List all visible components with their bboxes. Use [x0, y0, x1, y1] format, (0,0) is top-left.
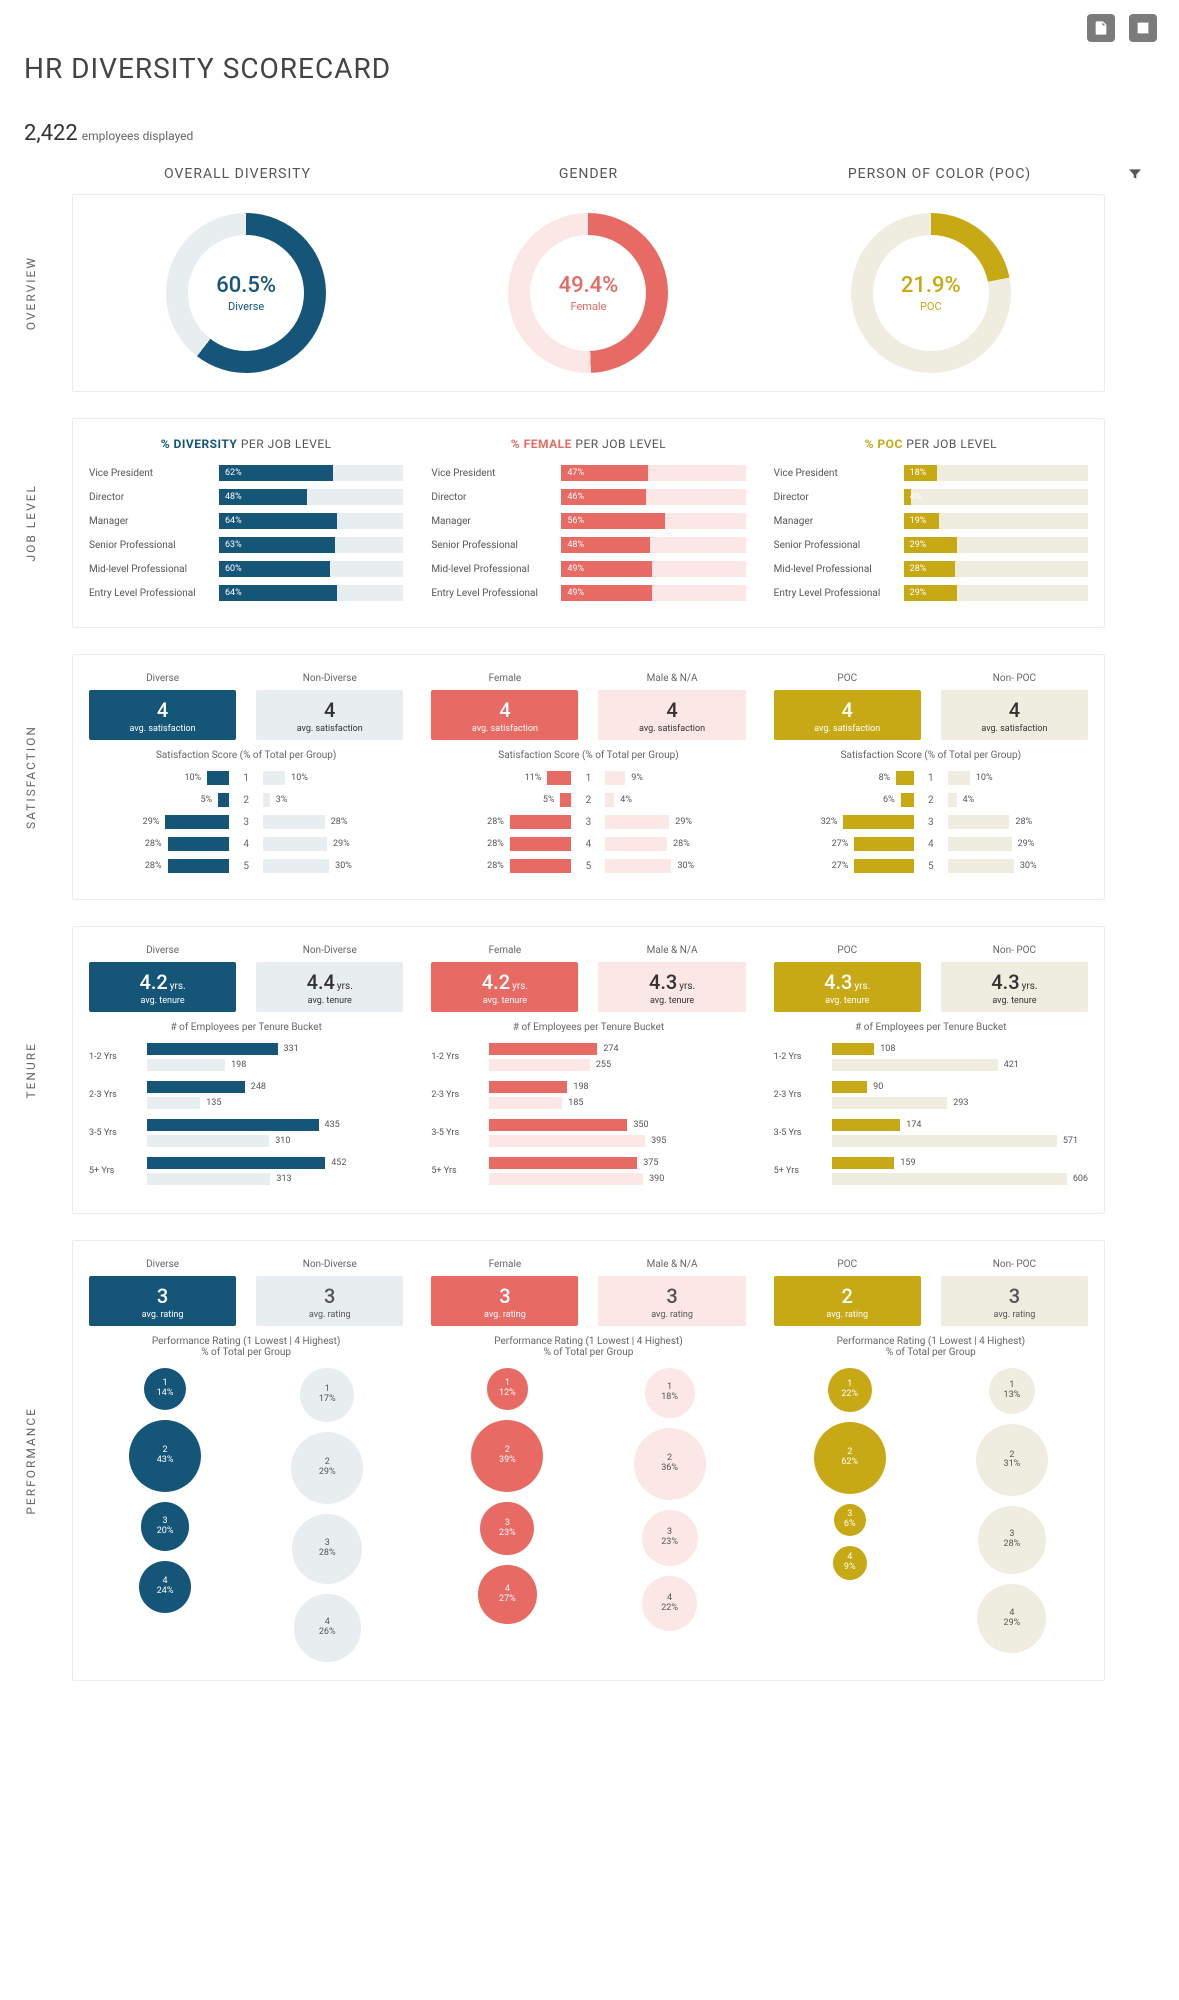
job-level-label: Vice President — [774, 468, 894, 479]
perf-bubble: 49% — [833, 1546, 867, 1580]
perf-bubble: 229% — [291, 1432, 363, 1504]
job-level-label: Mid-level Professional — [774, 564, 894, 575]
perf-bubble: 320% — [141, 1502, 189, 1550]
perf-bubble: 231% — [976, 1424, 1048, 1496]
perf-bubble: 114% — [144, 1368, 186, 1410]
job-level-bar: 47% — [561, 465, 745, 481]
section-label-joblevel: JOB LEVEL — [24, 484, 52, 562]
job-level-label: Mid-level Professional — [89, 564, 209, 575]
perf-bubble: 118% — [645, 1368, 695, 1418]
perf-bubble: 427% — [478, 1565, 536, 1623]
perf-bubble: 422% — [642, 1576, 697, 1631]
perf-bubble: 239% — [471, 1420, 543, 1492]
job-level-label: Vice President — [89, 468, 209, 479]
job-level-label: Manager — [431, 516, 551, 527]
job-level-bar: 29% — [904, 537, 1088, 553]
perf-bubble: 323% — [480, 1502, 534, 1556]
job-level-label: Director — [89, 492, 209, 503]
job-level-bar: 19% — [904, 513, 1088, 529]
section-label-overview: OVERVIEW — [24, 256, 52, 330]
job-level-bar: 48% — [219, 489, 403, 505]
donut-diverse: 60.5%Diverse — [166, 213, 326, 373]
job-level-label: Entry Level Professional — [89, 588, 209, 599]
perf-bubble: 262% — [814, 1422, 886, 1494]
perf-bubble: 36% — [834, 1504, 866, 1536]
perf-bubble: 328% — [978, 1506, 1046, 1574]
perf-bubble: 426% — [294, 1594, 361, 1661]
perf-bubble: 424% — [139, 1561, 192, 1614]
col-header-gender: GENDER — [423, 166, 754, 182]
perf-bubble: 429% — [977, 1584, 1046, 1653]
job-level-label: Manager — [774, 516, 894, 527]
job-level-label: Senior Professional — [431, 540, 551, 551]
perf-bubble: 113% — [989, 1368, 1035, 1414]
job-level-label: Manager — [89, 516, 209, 527]
job-level-bar: 49% — [561, 585, 745, 601]
export-image-icon[interactable] — [1129, 14, 1157, 42]
section-label-satisfaction: SATISFACTION — [24, 725, 52, 829]
perf-bubble: 117% — [300, 1368, 354, 1422]
perf-bubble: 112% — [487, 1368, 529, 1410]
perf-bubble: 236% — [634, 1428, 706, 1500]
section-label-performance: PERFORMANCE — [24, 1407, 52, 1515]
job-level-label: Director — [774, 492, 894, 503]
job-level-label: Entry Level Professional — [431, 588, 551, 599]
export-pdf-icon[interactable] — [1087, 14, 1115, 42]
job-level-bar: 18% — [904, 465, 1088, 481]
perf-bubble: 122% — [828, 1368, 872, 1412]
section-label-tenure: TENURE — [24, 1042, 52, 1099]
perf-bubble: 243% — [129, 1420, 201, 1492]
col-header-poc: PERSON OF COLOR (POC) — [774, 166, 1105, 182]
job-level-label: Director — [431, 492, 551, 503]
job-level-bar: 29% — [904, 585, 1088, 601]
perf-bubble: 328% — [292, 1514, 362, 1584]
job-level-label: Vice President — [431, 468, 551, 479]
job-level-bar: 49% — [561, 561, 745, 577]
job-level-bar: 48% — [561, 537, 745, 553]
job-level-bar: 64% — [219, 585, 403, 601]
job-level-label: Senior Professional — [89, 540, 209, 551]
employee-count: 2,422employees displayed — [0, 85, 1179, 154]
job-level-bar: 64% — [219, 513, 403, 529]
col-header-diversity: OVERALL DIVERSITY — [72, 166, 403, 182]
job-level-bar: 46% — [561, 489, 745, 505]
filter-icon[interactable] — [1125, 164, 1145, 184]
perf-bubble: 323% — [642, 1510, 698, 1566]
job-level-bar: 63% — [219, 537, 403, 553]
job-level-bar: 28% — [904, 561, 1088, 577]
job-level-bar: 60% — [219, 561, 403, 577]
job-level-bar: 4% — [904, 489, 1088, 505]
job-level-bar: 62% — [219, 465, 403, 481]
page-title: HR DIVERSITY SCORECARD — [0, 42, 1179, 85]
donut-female: 49.4%Female — [508, 213, 668, 373]
job-level-bar: 56% — [561, 513, 745, 529]
job-level-label: Mid-level Professional — [431, 564, 551, 575]
job-level-label: Entry Level Professional — [774, 588, 894, 599]
donut-poc: 21.9%POC — [851, 213, 1011, 373]
job-level-label: Senior Professional — [774, 540, 894, 551]
